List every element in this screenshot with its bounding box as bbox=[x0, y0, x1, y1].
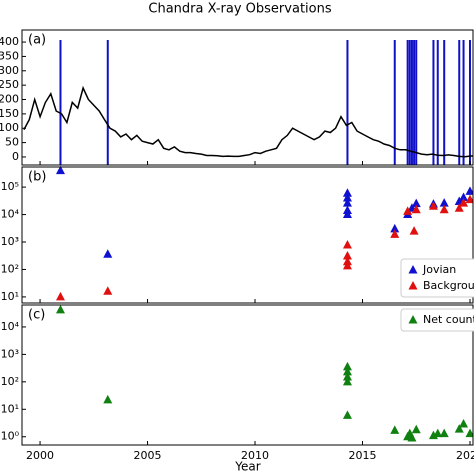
legend-marker bbox=[408, 281, 418, 290]
y-tick-label: 300 bbox=[0, 64, 19, 77]
axes-frame bbox=[21, 304, 474, 446]
marker bbox=[411, 198, 421, 208]
marker bbox=[465, 428, 473, 438]
legend-marker bbox=[408, 315, 418, 324]
x-tick-label: 2000 bbox=[26, 449, 54, 462]
y-tick-label: 10⁴ bbox=[1, 320, 20, 333]
marker bbox=[342, 260, 352, 270]
y-tick-label: 10² bbox=[1, 262, 19, 275]
marker bbox=[342, 361, 352, 371]
chart-title: Chandra X-ray Observations bbox=[148, 2, 331, 17]
marker bbox=[403, 206, 413, 215]
plot-area bbox=[55, 304, 473, 442]
marker bbox=[459, 198, 469, 207]
marker bbox=[390, 223, 400, 233]
marker bbox=[454, 424, 464, 433]
marker bbox=[342, 239, 352, 249]
legend-label: Background bbox=[423, 279, 474, 292]
marker bbox=[342, 250, 352, 260]
y-tick-label: 150 bbox=[0, 107, 19, 120]
plot-area bbox=[55, 165, 473, 301]
y-tick-label: 400 bbox=[0, 35, 19, 48]
marker bbox=[342, 410, 352, 419]
x-tick-label: 2010 bbox=[241, 449, 269, 462]
legend-marker bbox=[408, 265, 418, 274]
marker bbox=[433, 428, 443, 438]
marker bbox=[55, 304, 65, 314]
marker bbox=[342, 209, 352, 219]
marker bbox=[407, 432, 417, 442]
marker bbox=[411, 204, 421, 214]
marker bbox=[390, 229, 400, 238]
panel-label: (a) bbox=[28, 33, 46, 48]
x-axis-label: Year bbox=[234, 460, 260, 474]
y-tick-label: 250 bbox=[0, 78, 19, 91]
marker bbox=[459, 419, 469, 428]
x-tick-label: 2005 bbox=[134, 449, 162, 462]
legend-label: Jovian bbox=[422, 263, 456, 276]
marker bbox=[428, 201, 438, 210]
marker bbox=[459, 192, 469, 201]
marker bbox=[55, 165, 65, 175]
legend-label: Net counts bbox=[423, 313, 474, 326]
legend-box bbox=[400, 308, 474, 332]
panel-label: (c) bbox=[28, 308, 45, 323]
marker bbox=[439, 198, 449, 207]
marker bbox=[439, 428, 449, 438]
y-tick-label: 10³ bbox=[1, 347, 19, 360]
plot-area bbox=[23, 40, 473, 165]
marker bbox=[409, 226, 419, 235]
y-tick-label: 0 bbox=[12, 150, 19, 163]
marker bbox=[454, 203, 464, 212]
marker bbox=[439, 204, 449, 214]
marker bbox=[390, 425, 400, 434]
marker bbox=[342, 193, 352, 202]
y-tick-label: 10¹ bbox=[1, 402, 19, 415]
y-tick-label: 200 bbox=[0, 93, 19, 106]
marker bbox=[342, 366, 352, 376]
marker bbox=[465, 186, 473, 195]
y-tick-label: 10⁰ bbox=[1, 430, 20, 443]
y-tick-label: 10³ bbox=[1, 235, 19, 248]
y-tick-label: 350 bbox=[0, 49, 19, 62]
marker bbox=[103, 286, 113, 295]
x-tick-label: 2015 bbox=[349, 449, 377, 462]
marker bbox=[103, 249, 113, 258]
marker bbox=[55, 291, 65, 301]
marker bbox=[342, 188, 352, 197]
y-tick-label: 100 bbox=[0, 121, 19, 134]
x-tick-label: 2020 bbox=[456, 449, 474, 462]
y-tick-label: 10⁴ bbox=[1, 208, 20, 221]
axes-frame bbox=[21, 166, 474, 304]
y-tick-label: 10² bbox=[1, 375, 19, 388]
axes-frame bbox=[21, 29, 474, 166]
marker bbox=[342, 198, 352, 207]
marker bbox=[465, 194, 473, 204]
marker bbox=[342, 376, 352, 386]
marker bbox=[342, 372, 352, 381]
marker bbox=[103, 394, 113, 404]
marker bbox=[411, 424, 421, 434]
y-tick-label: 50 bbox=[5, 136, 19, 149]
panel-label: (b) bbox=[28, 170, 46, 185]
y-tick-label: 10¹ bbox=[1, 290, 19, 303]
line-series bbox=[23, 85, 473, 158]
legend-box bbox=[400, 258, 474, 298]
y-tick-label: 10⁵ bbox=[1, 180, 19, 193]
